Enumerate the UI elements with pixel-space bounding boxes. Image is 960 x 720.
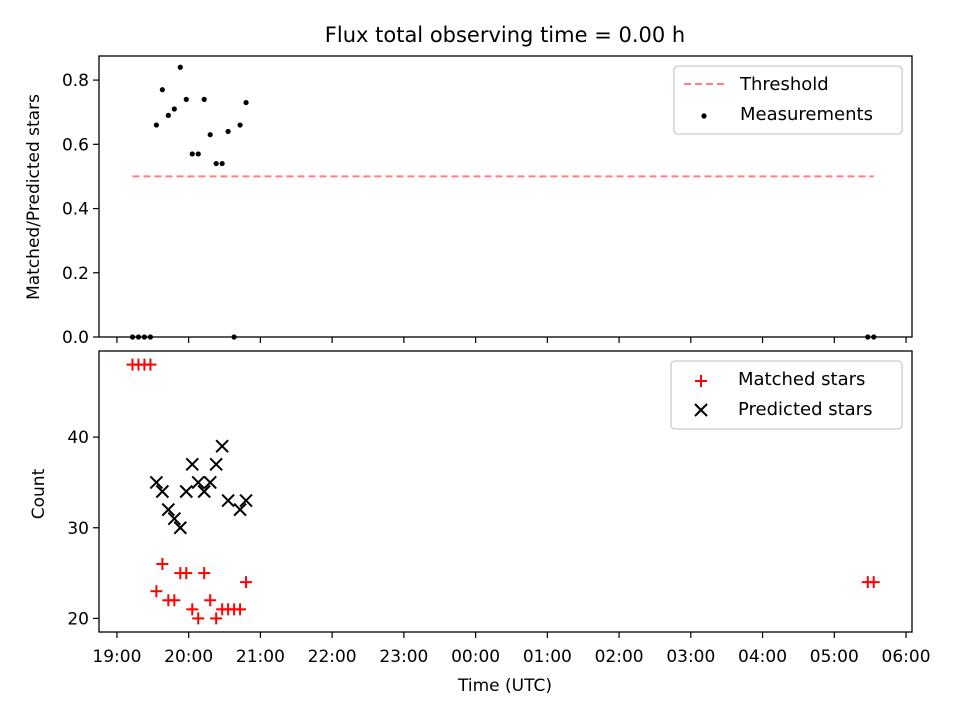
y-tick-label: 0.8 xyxy=(62,71,89,91)
matched-star-point xyxy=(156,558,169,571)
ratio-y-ticks: 0.0 0.2 0.4 0.6 0.8 xyxy=(62,71,99,348)
ratio-legend-box xyxy=(673,65,903,135)
x-tick-label: 05:00 xyxy=(810,647,859,667)
predicted-star-point xyxy=(203,475,217,490)
matched-star-point xyxy=(150,585,163,598)
ratio-legend: Threshold Measurements xyxy=(673,65,903,135)
matched-star-point xyxy=(210,612,223,625)
matched-star-point xyxy=(234,603,247,616)
matched-star-point xyxy=(186,603,199,616)
measurement-point xyxy=(153,122,159,128)
count-y-ticks: 20 30 40 xyxy=(67,428,99,629)
predicted-star-point xyxy=(161,502,176,517)
count-axes-frame xyxy=(98,350,913,633)
predicted-star-point xyxy=(185,457,199,472)
y-tick-label: 0.6 xyxy=(62,135,89,155)
matched-legend-label: Matched stars xyxy=(738,369,865,390)
threshold-legend-label: Threshold xyxy=(739,74,829,95)
measurement-point xyxy=(195,151,201,157)
measurement-point xyxy=(213,160,219,167)
matched-star-point xyxy=(198,567,211,580)
predicted-star-point xyxy=(197,484,211,499)
chart-title: Flux total observing time = 0.00 h xyxy=(325,23,685,47)
count-legend-box xyxy=(670,360,903,430)
x-tick-label: 03:00 xyxy=(666,647,715,667)
predicted-star-point xyxy=(191,475,205,490)
measurement-point xyxy=(225,128,231,135)
measurement-point xyxy=(159,87,165,93)
count-x-ticks: 19:00 20:00 21:00 22:00 23:00 00:00 01:00 02:00… xyxy=(92,632,931,667)
predicted-star-point xyxy=(149,475,164,490)
matched-star-point xyxy=(204,594,217,607)
predicted-star-point xyxy=(167,511,182,526)
ratio-y-axis-label: Matched/Predicted stars xyxy=(24,94,44,300)
ratio-panel: 0.00.20.40.60.8 Matched/Predicted stars … xyxy=(24,55,913,348)
count-panel: 20 30 40 19:00 20:00 21:00 22:00 23:00 00:00 01:… xyxy=(29,350,931,667)
predicted-star-point xyxy=(155,484,170,499)
count-y-axis-label: Count xyxy=(29,468,49,519)
x-tick-label: 19:00 xyxy=(92,647,141,667)
x-tick-label: 21:00 xyxy=(236,647,285,667)
matched-star-point xyxy=(192,612,205,625)
measurement-point xyxy=(237,122,243,128)
predicted-star-point xyxy=(179,484,193,499)
measurement-point xyxy=(177,64,183,70)
y-tick-label: 20 xyxy=(67,609,89,629)
predicted-star-point xyxy=(221,493,235,508)
matched-star-point xyxy=(168,594,181,607)
x-axis-label: Time (UTC) xyxy=(457,676,552,696)
measurement-point xyxy=(201,96,207,102)
predicted-star-point xyxy=(209,457,223,472)
x-tick-label: 23:00 xyxy=(379,647,428,667)
x-tick-label: 01:00 xyxy=(523,647,572,667)
y-tick-label: 30 xyxy=(67,519,89,539)
measurement-point xyxy=(183,96,189,102)
measurement-point xyxy=(219,160,225,167)
y-tick-label: 0.2 xyxy=(62,264,89,284)
x-tick-label: 04:00 xyxy=(738,647,787,667)
matched-star-point xyxy=(144,358,157,371)
y-tick-label: 0.4 xyxy=(62,200,89,220)
measurement-point xyxy=(171,106,177,112)
matched-star-point xyxy=(240,576,253,589)
count-legend: Matched stars Predicted stars xyxy=(670,360,903,430)
predicted-star-point xyxy=(239,493,253,508)
ratio-axes-frame xyxy=(98,55,913,338)
x-tick-label: 22:00 xyxy=(308,647,357,667)
measurement-point xyxy=(207,132,213,138)
ratio-x-ticks xyxy=(116,337,907,343)
y-tick-label: 40 xyxy=(67,428,89,448)
ratio-data-layer xyxy=(129,64,877,340)
predicted-star-point xyxy=(173,521,188,535)
x-tick-label: 06:00 xyxy=(882,647,931,667)
matched-star-point xyxy=(867,576,880,589)
matched-legend-swatch xyxy=(695,375,707,387)
y-tick-label: 0.0 xyxy=(62,328,89,348)
x-tick-label: 20:00 xyxy=(164,647,213,667)
count-data-layer xyxy=(126,358,880,625)
predicted-star-point xyxy=(215,439,229,453)
measurement-point xyxy=(243,99,249,106)
predicted-star-point xyxy=(233,502,247,517)
x-tick-label: 00:00 xyxy=(451,647,500,667)
predicted-legend-swatch xyxy=(694,403,708,417)
measurements-legend-label: Measurements xyxy=(740,104,873,125)
measurement-point xyxy=(165,112,171,119)
predicted-legend-label: Predicted stars xyxy=(738,399,872,420)
measurement-point xyxy=(189,151,195,157)
matched-star-point xyxy=(180,567,193,580)
measurements-legend-swatch xyxy=(701,113,707,119)
x-tick-label: 02:00 xyxy=(595,647,644,667)
